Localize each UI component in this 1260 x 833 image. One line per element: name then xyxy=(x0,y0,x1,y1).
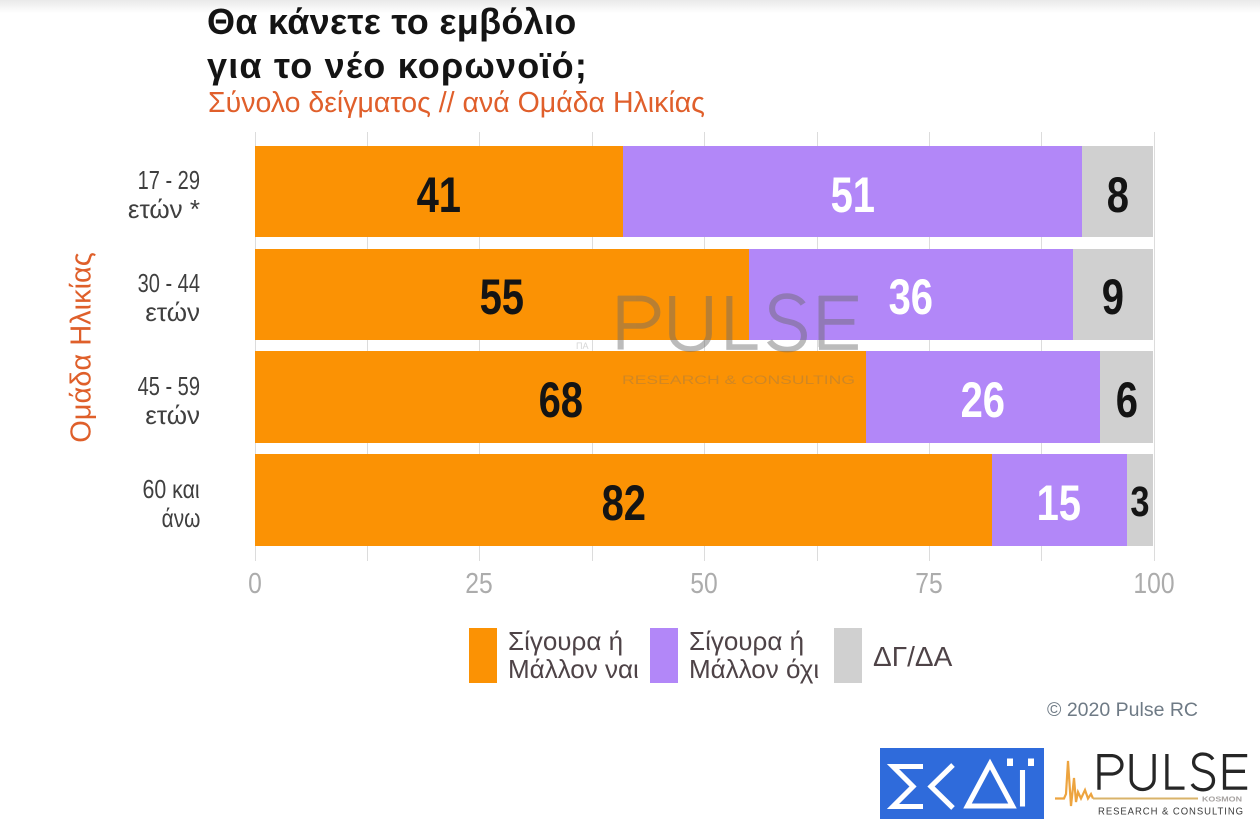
svg-text:RESEARCH & CONSULTING: RESEARCH & CONSULTING xyxy=(622,373,855,387)
svg-text:ΠΑ: ΠΑ xyxy=(576,341,589,351)
svg-text:KOSMON: KOSMON xyxy=(1202,795,1242,804)
svg-text:RESEARCH & CONSULTING: RESEARCH & CONSULTING xyxy=(1098,807,1244,818)
